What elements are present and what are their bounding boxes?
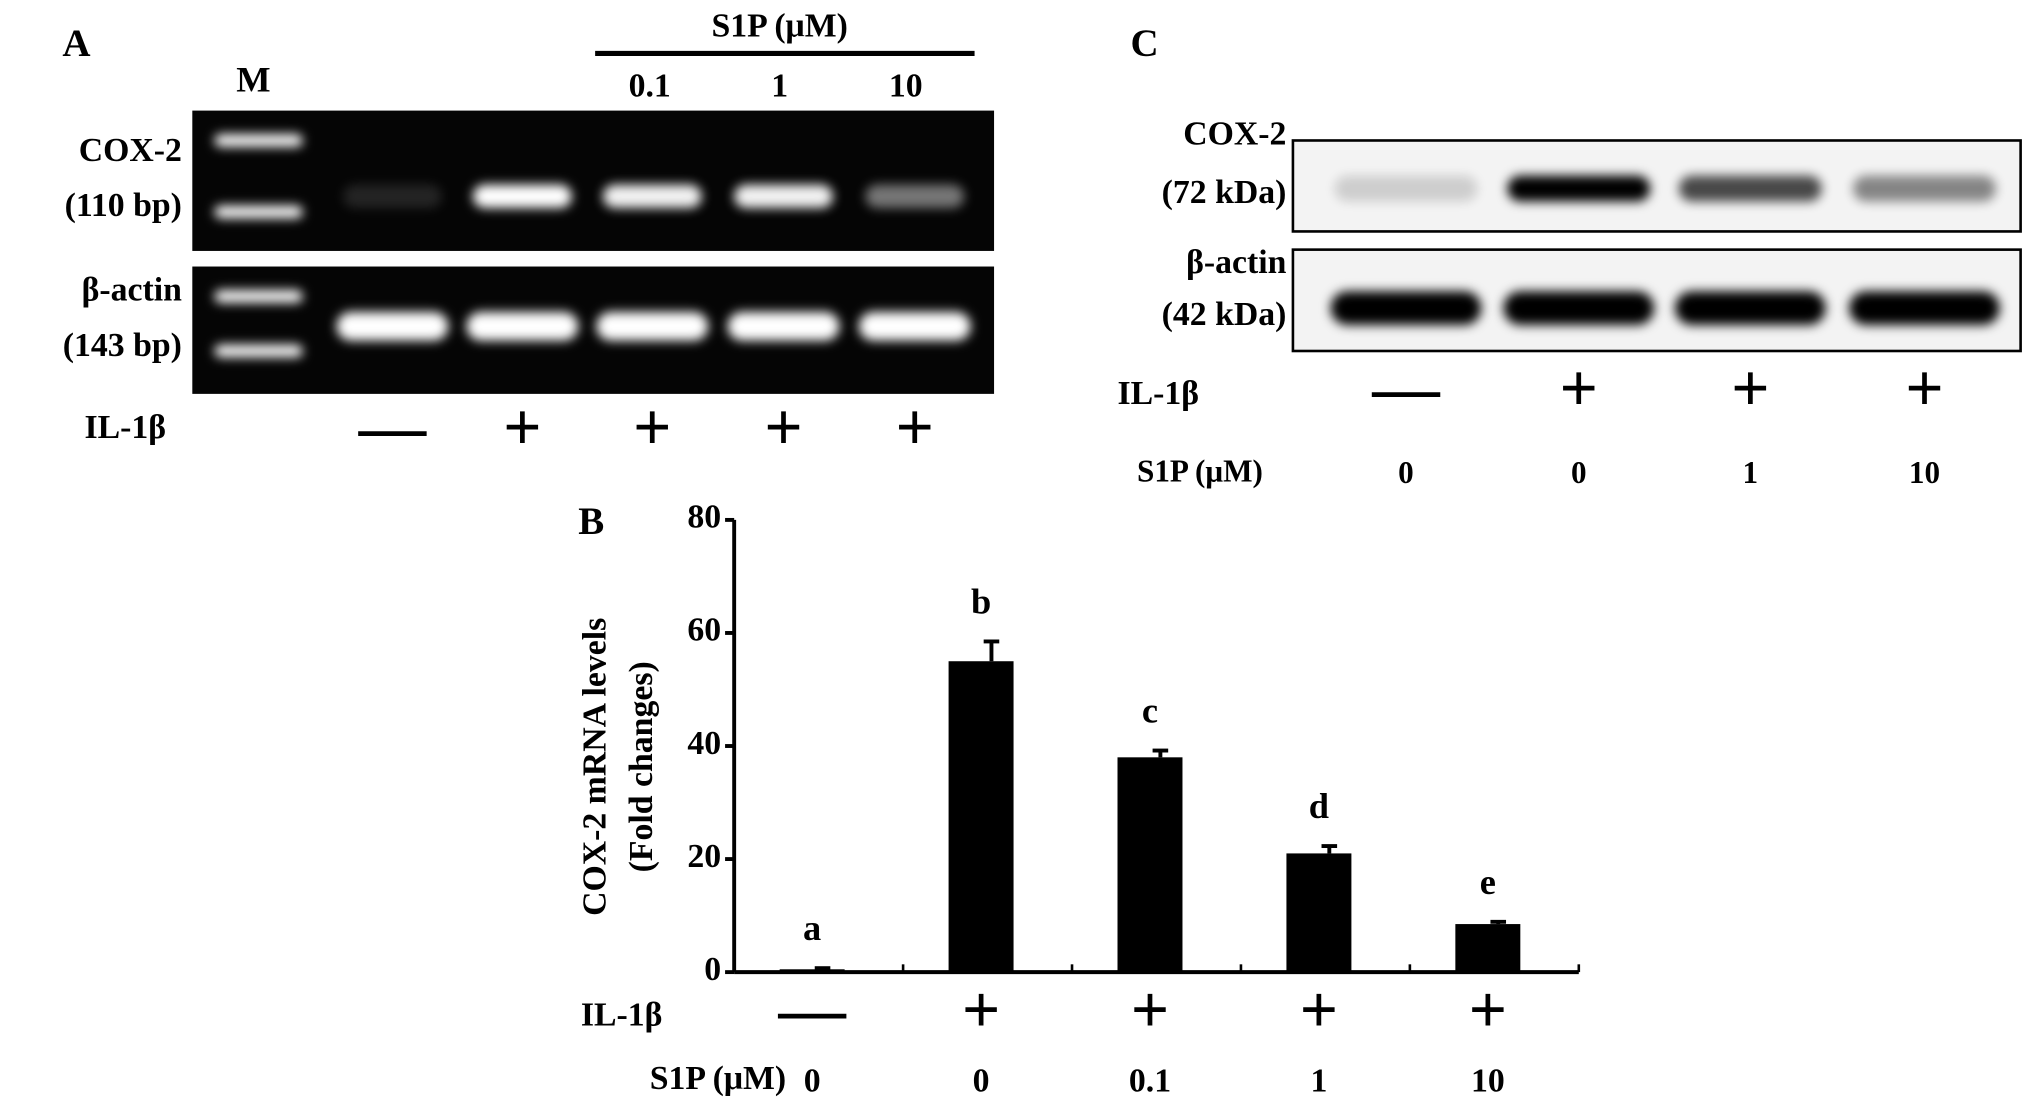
y-tick-label: 40 bbox=[687, 725, 721, 762]
marker-band bbox=[214, 344, 303, 358]
marker-band bbox=[214, 205, 303, 219]
band bbox=[1849, 291, 2000, 326]
band bbox=[1674, 291, 1826, 326]
y-tick-label: 60 bbox=[687, 612, 721, 649]
dose: 0 bbox=[1398, 455, 1414, 490]
treatment: + bbox=[1905, 351, 1944, 426]
dose-label: S1P (μM) bbox=[1137, 454, 1263, 489]
gel-label: COX-2 bbox=[79, 132, 182, 169]
band bbox=[1334, 175, 1478, 202]
x-tick-label: 10 bbox=[1471, 1063, 1505, 1100]
marker-band bbox=[214, 289, 303, 303]
band bbox=[466, 312, 579, 341]
treatment: — bbox=[777, 972, 847, 1047]
panel-label: C bbox=[1130, 22, 1158, 65]
marker-band bbox=[214, 133, 303, 147]
header: S1P (μM) bbox=[711, 7, 847, 44]
panel-label: A bbox=[62, 22, 90, 65]
treatment: + bbox=[503, 390, 542, 465]
concentration: 1 bbox=[771, 67, 788, 104]
blot-label: (42 kDa) bbox=[1162, 296, 1287, 333]
band bbox=[1852, 175, 1996, 202]
treatment: + bbox=[962, 972, 1000, 1047]
band bbox=[1330, 291, 1482, 326]
dose: 10 bbox=[1909, 455, 1940, 490]
treatment: — bbox=[358, 390, 428, 465]
annotation: a bbox=[803, 908, 821, 948]
band bbox=[1507, 175, 1651, 202]
treatment: + bbox=[1560, 351, 1599, 426]
treatment-label: IL-1β bbox=[581, 996, 663, 1033]
band bbox=[734, 184, 833, 209]
treatment: — bbox=[1371, 351, 1441, 426]
blot-label: (72 kDa) bbox=[1162, 174, 1287, 211]
band bbox=[602, 184, 702, 209]
band bbox=[336, 312, 449, 341]
band bbox=[858, 312, 971, 341]
blot-label: COX-2 bbox=[1183, 115, 1286, 152]
blot-label: β-actin bbox=[1186, 244, 1287, 281]
treatment-label: IL-1β bbox=[1118, 375, 1200, 412]
y-tick-label: 80 bbox=[687, 499, 721, 536]
y-tick-label: 0 bbox=[704, 951, 721, 988]
concentration: 10 bbox=[889, 67, 923, 104]
annotation: e bbox=[1480, 862, 1496, 902]
gel-label: (143 bp) bbox=[63, 327, 182, 364]
x-tick-label: 0 bbox=[973, 1063, 990, 1100]
category-axis-label: S1P (μM) bbox=[650, 1060, 786, 1097]
bar bbox=[779, 969, 845, 973]
treatment-label: IL-1β bbox=[84, 409, 166, 446]
treatment: + bbox=[1469, 972, 1508, 1047]
dose: 0 bbox=[1571, 455, 1587, 490]
annotation: c bbox=[1142, 690, 1158, 730]
band bbox=[1678, 175, 1822, 202]
treatment: + bbox=[1131, 972, 1170, 1047]
dose: 1 bbox=[1743, 455, 1759, 490]
band bbox=[1503, 291, 1655, 326]
band bbox=[865, 184, 965, 209]
bar bbox=[948, 661, 1014, 973]
gel bbox=[192, 110, 995, 251]
band bbox=[472, 184, 572, 209]
gel-label: (110 bp) bbox=[65, 187, 182, 224]
band bbox=[343, 184, 442, 209]
bar bbox=[1455, 924, 1521, 973]
y-axis-label: (Fold changes) bbox=[623, 661, 660, 872]
y-axis-label: COX-2 mRNA levels bbox=[576, 618, 613, 916]
marker-label: M bbox=[236, 60, 270, 100]
bar bbox=[1117, 757, 1183, 973]
bar bbox=[1286, 853, 1352, 973]
band bbox=[727, 312, 840, 341]
gel-label: β-actin bbox=[82, 271, 183, 308]
treatment: + bbox=[896, 390, 934, 465]
treatment: + bbox=[1731, 351, 1770, 426]
x-tick-label: 1 bbox=[1310, 1063, 1327, 1100]
x-tick-label: 0.1 bbox=[1129, 1063, 1171, 1100]
x-tick-label: 0 bbox=[804, 1063, 821, 1100]
treatment: + bbox=[764, 390, 803, 465]
annotation: b bbox=[971, 581, 991, 621]
y-label: COX-2 mRNA levels (Fold changes) bbox=[576, 618, 660, 916]
annotation: d bbox=[1309, 786, 1329, 826]
panel-label: B bbox=[578, 500, 604, 543]
y-tick-label: 20 bbox=[687, 838, 721, 875]
treatment: + bbox=[633, 390, 671, 465]
concentration: 0.1 bbox=[629, 67, 671, 104]
band bbox=[596, 312, 709, 341]
treatment: + bbox=[1300, 972, 1339, 1047]
